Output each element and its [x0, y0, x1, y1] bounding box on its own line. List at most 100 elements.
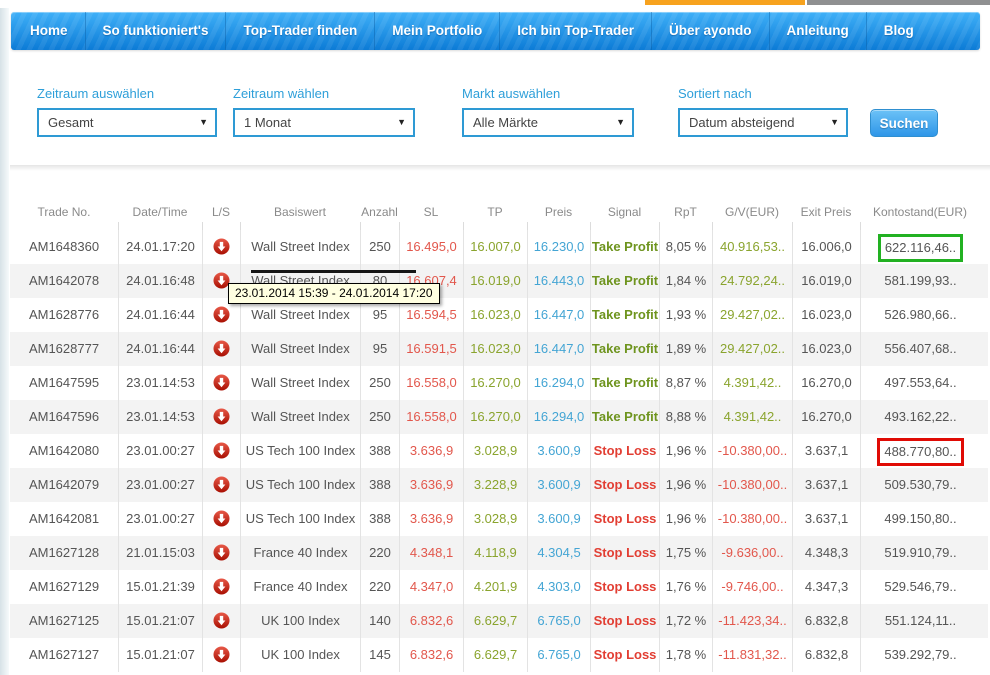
signal-cell: Stop Loss: [590, 434, 659, 468]
gv-cell: -10.380,00..: [712, 468, 792, 502]
rpt-cell: 8,05 %: [659, 230, 712, 264]
signal-cell: Take Profit: [590, 366, 659, 400]
dropdown-value: Alle Märkte: [473, 115, 538, 130]
search-button[interactable]: Suchen: [870, 109, 938, 137]
kontostand-cell: 509.530,79..: [860, 468, 980, 502]
tp-cell: 3.028,9: [463, 434, 527, 468]
sortiert-nach-dropdown[interactable]: Datum absteigend ▼: [678, 108, 848, 137]
tp-cell: 16.270,0: [463, 366, 527, 400]
markt-auswaehlen-dropdown[interactable]: Alle Märkte ▼: [462, 108, 634, 137]
gv-cell: 24.792,24..: [712, 264, 792, 298]
zeitraum-waehlen-dropdown[interactable]: 1 Monat ▼: [233, 108, 415, 137]
filter-label-sortiert-nach: Sortiert nach: [678, 86, 752, 101]
nav-item-home[interactable]: Home: [11, 12, 85, 50]
dropdown-value: Gesamt: [48, 115, 94, 130]
table-row: AM164836024.01.17:20Wall Street Index250…: [10, 230, 988, 264]
kontostand-cell: 519.910,79..: [860, 536, 980, 570]
basiswert-cell: Wall Street Index: [240, 230, 360, 264]
anzahl-cell: 388: [360, 468, 399, 502]
filter-label-zeitraum-auswaehlen: Zeitraum auswählen: [37, 86, 154, 101]
sl-cell: 4.348,1: [399, 536, 463, 570]
tooltip-anchor-line: [251, 270, 416, 273]
nav-item-top-trader-finden[interactable]: Top-Trader finden: [225, 12, 374, 50]
sl-cell: 3.636,9: [399, 502, 463, 536]
date-time-cell: 15.01.21:07: [118, 604, 202, 638]
trade-no-cell: AM1628777: [10, 332, 118, 366]
short-arrow-icon: [213, 646, 230, 663]
chevron-down-icon: ▼: [199, 110, 208, 135]
anzahl-cell: 145: [360, 638, 399, 672]
tp-cell: 4.201,9: [463, 570, 527, 604]
table-row: AM164207923.01.00:27US Tech 100 Index388…: [10, 468, 988, 502]
table-row: AM162712515.01.21:07UK 100 Index1406.832…: [10, 604, 988, 638]
column-divider: [590, 222, 591, 230]
trade-no-cell: AM1642078: [10, 264, 118, 298]
preis-cell: 16.294,0: [527, 366, 590, 400]
nav-item-so-funktionierts[interactable]: So funktioniert's: [85, 12, 226, 50]
nav-item-blog[interactable]: Blog: [866, 12, 931, 50]
table-row: AM162877724.01.16:44Wall Street Index951…: [10, 332, 988, 366]
ls-cell: [202, 230, 240, 264]
ls-cell: [202, 332, 240, 366]
rpt-cell: 1,78 %: [659, 638, 712, 672]
anzahl-cell: 95: [360, 332, 399, 366]
date-time-cell: 15.01.21:07: [118, 638, 202, 672]
kontostand-cell: 526.980,66..: [860, 298, 980, 332]
column-divider: [860, 222, 861, 230]
ls-cell: [202, 638, 240, 672]
short-arrow-icon: [213, 544, 230, 561]
konto-highlight-red-box: 488.770,80..: [877, 438, 963, 466]
exit-preis-cell: 6.832,8: [792, 638, 860, 672]
trade-no-cell: AM1627128: [10, 536, 118, 570]
exit-preis-cell: 6.832,8: [792, 604, 860, 638]
rpt-cell: 1,96 %: [659, 502, 712, 536]
basiswert-cell: UK 100 Index: [240, 638, 360, 672]
gv-cell: -10.380,00..: [712, 502, 792, 536]
nav-item-ich-bin-top-trader[interactable]: Ich bin Top-Trader: [499, 12, 651, 50]
kontostand-cell: 581.199,93..: [860, 264, 980, 298]
zeitraum-auswaehlen-dropdown[interactable]: Gesamt ▼: [37, 108, 217, 137]
ls-cell: [202, 536, 240, 570]
gv-cell: 29.427,02..: [712, 298, 792, 332]
tp-cell: 6.629,7: [463, 638, 527, 672]
rpt-cell: 1,72 %: [659, 604, 712, 638]
column-divider: [527, 222, 528, 230]
filter-label-markt-auswaehlen: Markt auswählen: [462, 86, 560, 101]
exit-preis-cell: 3.637,1: [792, 434, 860, 468]
sl-cell: 16.495,0: [399, 230, 463, 264]
preis-cell: 16.447,0: [527, 298, 590, 332]
trade-no-cell: AM1642079: [10, 468, 118, 502]
tp-cell: 3.028,9: [463, 502, 527, 536]
date-time-cell: 24.01.16:44: [118, 298, 202, 332]
short-arrow-icon: [213, 306, 230, 323]
nav-item-mein-portfolio[interactable]: Mein Portfolio: [374, 12, 499, 50]
signal-cell: Stop Loss: [590, 468, 659, 502]
short-arrow-icon: [213, 510, 230, 527]
table-row: AM162712915.01.21:39France 40 Index2204.…: [10, 570, 988, 604]
signal-cell: Stop Loss: [590, 570, 659, 604]
rpt-cell: 1,89 %: [659, 332, 712, 366]
nav-item-anleitung[interactable]: Anleitung: [769, 12, 866, 50]
dropdown-value: 1 Monat: [244, 115, 291, 130]
exit-preis-cell: 16.006,0: [792, 230, 860, 264]
tp-cell: 16.023,0: [463, 332, 527, 366]
gv-cell: 4.391,42..: [712, 400, 792, 434]
signal-cell: Stop Loss: [590, 536, 659, 570]
nav-item-ueber-ayondo[interactable]: Über ayondo: [651, 12, 769, 50]
rpt-cell: 8,87 %: [659, 366, 712, 400]
preis-cell: 6.765,0: [527, 604, 590, 638]
date-time-cell: 24.01.16:48: [118, 264, 202, 298]
short-arrow-icon: [213, 578, 230, 595]
table-row: AM164208123.01.00:27US Tech 100 Index388…: [10, 502, 988, 536]
trade-history-table: Trade No.Date/TimeL/SBasiswertAnzahlSLTP…: [10, 195, 980, 672]
signal-cell: Stop Loss: [590, 604, 659, 638]
table-row: AM164759523.01.14:53Wall Street Index250…: [10, 366, 988, 400]
preis-cell: 3.600,9: [527, 434, 590, 468]
sl-cell: 6.832,6: [399, 638, 463, 672]
anzahl-cell: 250: [360, 366, 399, 400]
chevron-down-icon: ▼: [830, 110, 839, 135]
trade-no-cell: AM1648360: [10, 230, 118, 264]
basiswert-cell: Wall Street Index: [240, 366, 360, 400]
short-arrow-icon: [213, 340, 230, 357]
column-divider: [792, 222, 793, 230]
